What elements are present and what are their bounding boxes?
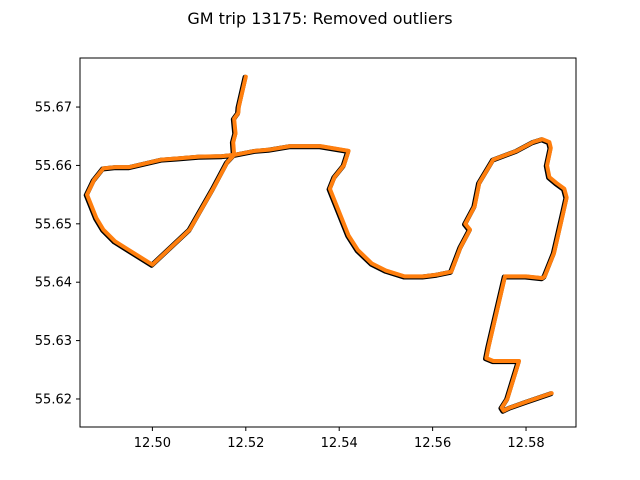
y-tick-label: 55.65 xyxy=(35,217,72,232)
x-axis: 12.50 12.52 12.54 12.56 12.58 xyxy=(134,427,545,451)
x-tick-label: 12.58 xyxy=(507,436,544,451)
x-tick-label: 12.52 xyxy=(227,436,264,451)
y-tick-label: 55.66 xyxy=(35,159,72,174)
y-tick-label: 55.64 xyxy=(35,276,72,291)
y-tick-label: 55.62 xyxy=(35,392,72,407)
plot-frame xyxy=(79,57,577,428)
x-tick-label: 12.50 xyxy=(134,436,171,451)
y-tick-label: 55.67 xyxy=(35,101,72,116)
x-tick-label: 12.54 xyxy=(321,436,358,451)
series-layer xyxy=(83,74,569,414)
y-tick-label: 55.63 xyxy=(35,334,72,349)
x-tick-label: 12.56 xyxy=(414,436,451,451)
y-axis: 55.62 55.63 55.64 55.65 55.66 55.67 xyxy=(35,101,80,407)
series-line-filtered-trace xyxy=(85,74,569,413)
chart-title: GM trip 13175: Removed outliers xyxy=(187,9,452,28)
